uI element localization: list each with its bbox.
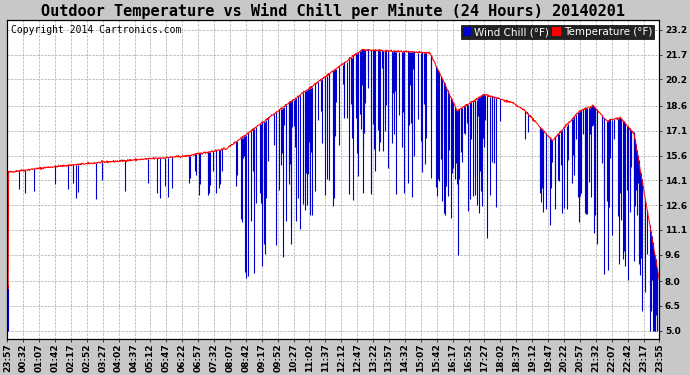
Title: Outdoor Temperature vs Wind Chill per Minute (24 Hours) 20140201: Outdoor Temperature vs Wind Chill per Mi… xyxy=(41,3,625,19)
Text: Copyright 2014 Cartronics.com: Copyright 2014 Cartronics.com xyxy=(10,25,181,35)
Legend: Wind Chill (°F), Temperature (°F): Wind Chill (°F), Temperature (°F) xyxy=(461,25,654,39)
